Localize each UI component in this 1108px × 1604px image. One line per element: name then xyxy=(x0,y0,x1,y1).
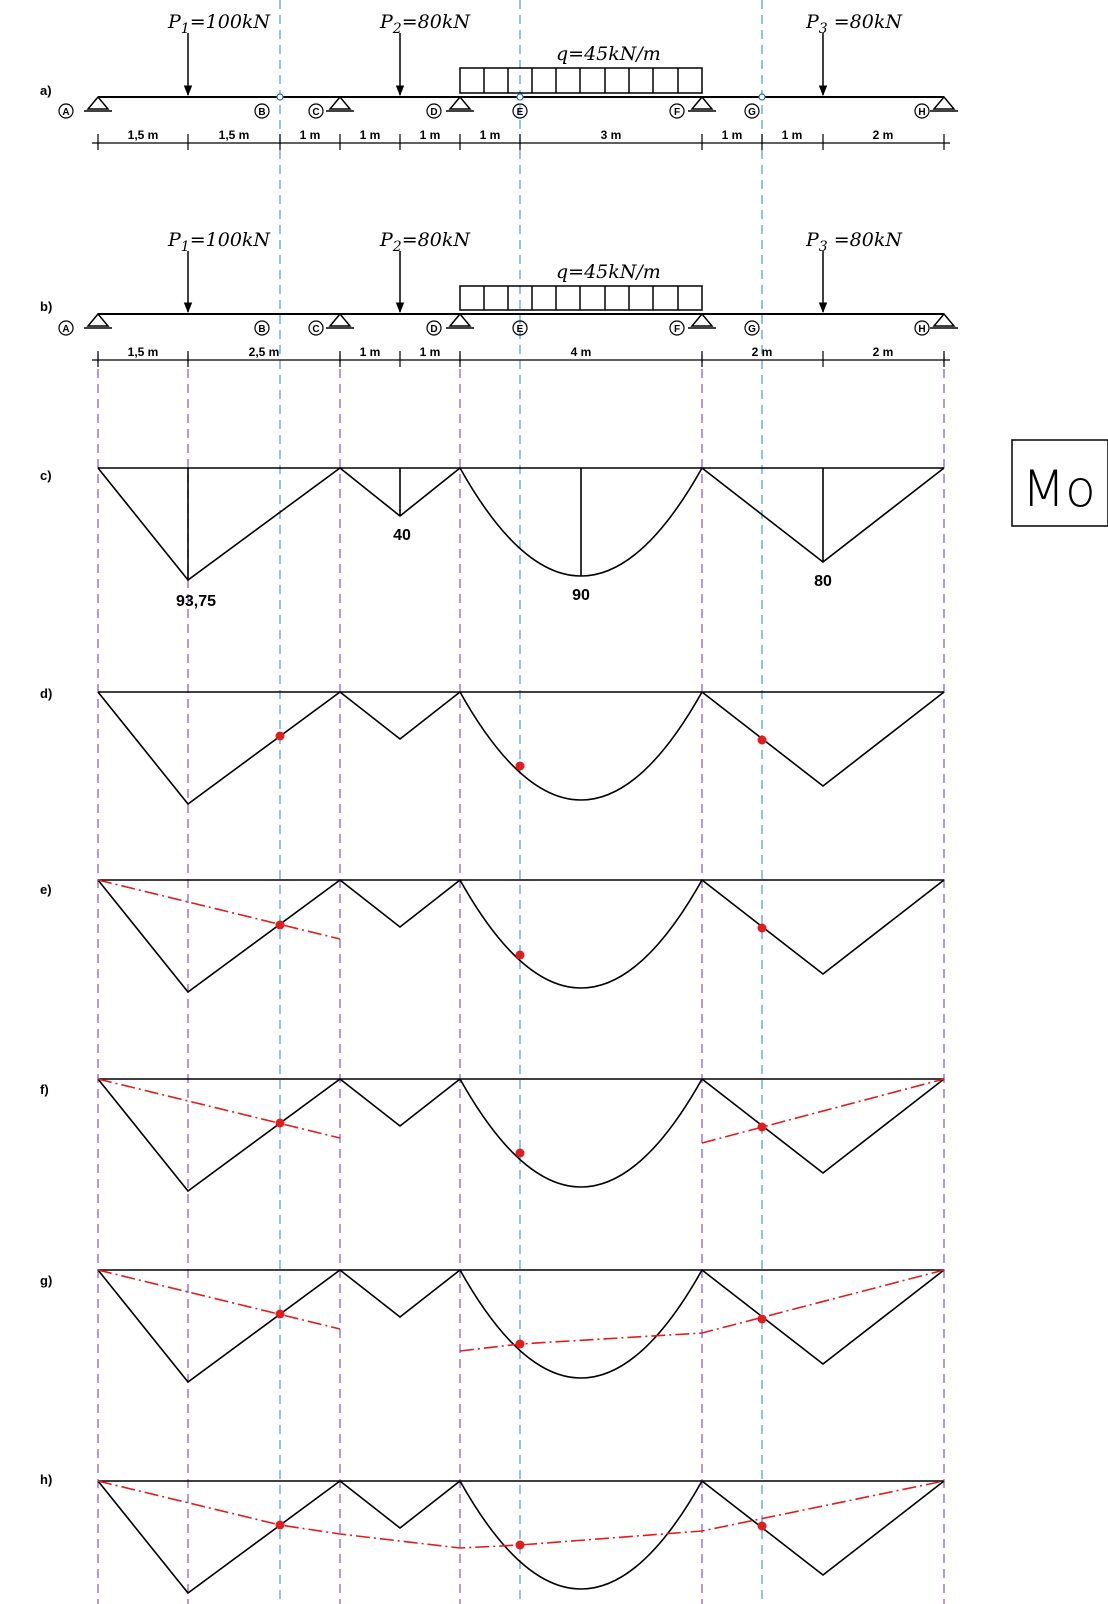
row-label-g: g) xyxy=(40,1273,52,1288)
row-label-a: a) xyxy=(40,83,52,98)
hinge-point-marker xyxy=(275,1520,285,1530)
beam-a-dim-label: 1,5 m xyxy=(128,128,159,142)
row-labels: a) b) c) d) e) f) g) h) xyxy=(40,83,52,1487)
beam-a-node-label: A xyxy=(62,107,69,118)
hinge-point-marker xyxy=(757,1314,767,1324)
hinge-point-marker xyxy=(515,1540,525,1550)
beam-b-node-label: F xyxy=(674,324,680,335)
moment-value-label: 93,75 xyxy=(176,593,216,610)
hinge-point-marker xyxy=(757,923,767,933)
closing-line xyxy=(97,1269,341,1330)
beam-a-q-label: q=45kN/m xyxy=(556,43,661,65)
beam-a: P1=100kN P2=80kN P3 =80kN q=45kN/m A B C… xyxy=(58,11,958,150)
beam-a-point-loads xyxy=(183,33,828,97)
moment-diagram-c xyxy=(97,466,945,582)
hinge-point-marker xyxy=(275,1309,285,1319)
purple-guides xyxy=(97,354,945,1604)
guide-lines xyxy=(97,0,945,1604)
beam-b-dimensions xyxy=(92,351,950,367)
moment-value-label: 90 xyxy=(572,587,590,604)
beam-b-p1-label: P1=100kN xyxy=(167,229,271,255)
beam-b-node-label: E xyxy=(517,324,524,335)
row-label-b: b) xyxy=(40,299,52,314)
hinge-point-marker xyxy=(757,1122,767,1132)
beam-a-p2-label: P2=80kN xyxy=(379,11,471,37)
moment-diagram-g xyxy=(97,1268,945,1384)
beam-b-distributed-load xyxy=(459,285,703,311)
beam-a-node-label: H xyxy=(918,107,925,118)
moment-diagram-f xyxy=(97,1077,945,1193)
beam-a-dim-label: 1 m xyxy=(722,128,743,142)
beam-b-q-label: q=45kN/m xyxy=(556,261,661,283)
beam-a-dim-label: 3 m xyxy=(601,128,622,142)
row-label-f: f) xyxy=(40,1082,49,1097)
beam-b-node-label: D xyxy=(430,324,437,335)
beam-a-node-label: E xyxy=(517,107,524,118)
moment-diagram-e xyxy=(97,878,945,994)
beam-b: P1=100kN P2=80kN P3 =80kN q=45kN/m A B C… xyxy=(58,229,958,367)
closing-line xyxy=(459,1269,945,1352)
beam-a-supports xyxy=(84,95,958,112)
hinge-point-marker xyxy=(275,1118,285,1128)
beam-a-node-label: B xyxy=(258,107,265,118)
beam-a-node-label: D xyxy=(430,107,437,118)
beam-a-dimensions xyxy=(92,134,950,150)
beam-a-node-label: F xyxy=(674,107,680,118)
hinge-point-marker xyxy=(275,731,285,741)
beam-b-dim-label: 2,5 m xyxy=(249,345,280,359)
beam-b-dim-label: 1,5 m xyxy=(128,345,159,359)
beam-b-dim-label: 2 m xyxy=(873,345,894,359)
moment-value-label: 80 xyxy=(814,573,832,590)
moment-diagram-h xyxy=(97,1479,945,1595)
closing-line xyxy=(97,1480,945,1549)
hinge-point-marker xyxy=(275,920,285,930)
beam-a-node-label: C xyxy=(312,107,319,118)
beam-b-supports xyxy=(84,312,958,329)
moment-value-label: 40 xyxy=(393,527,411,544)
beam-a-dim-label: 1,5 m xyxy=(219,128,250,142)
beam-b-p2-label: P2=80kN xyxy=(379,229,471,255)
beam-a-p3-label: P3 =80kN xyxy=(805,11,903,37)
closing-line xyxy=(701,1078,945,1144)
beam-a-dim-label: 1 m xyxy=(782,128,803,142)
moment-diagram-d xyxy=(97,690,945,806)
blue-guides xyxy=(279,0,763,1604)
hinge-point-marker xyxy=(757,735,767,745)
closing-line xyxy=(97,1078,341,1139)
beam-a-dim-label: 1 m xyxy=(480,128,501,142)
hinge-point-marker xyxy=(515,761,525,771)
row-label-h: h) xyxy=(40,1472,52,1487)
title-box-text: Mo xyxy=(1022,460,1096,518)
beam-a-dim-label: 1 m xyxy=(420,128,441,142)
beam-a-hinges xyxy=(276,93,766,101)
hinge-point-marker xyxy=(515,950,525,960)
beam-b-dim-label: 2 m xyxy=(752,345,773,359)
beam-a-dim-label: 1 m xyxy=(300,128,321,142)
beam-b-node-label: B xyxy=(258,324,265,335)
beam-a-node-label: G xyxy=(748,107,756,118)
hinge-point-marker xyxy=(515,1339,525,1349)
beam-a-p1-label: P1=100kN xyxy=(167,11,271,37)
title-box: Mo xyxy=(1011,439,1108,527)
beam-b-p3-label: P3 =80kN xyxy=(805,229,903,255)
beam-a-dim-label: 1 m xyxy=(360,128,381,142)
beam-b-dim-label: 4 m xyxy=(571,345,592,359)
beam-b-node-label: C xyxy=(312,324,319,335)
beam-b-node-label: A xyxy=(62,324,69,335)
beam-b-dim-label: 1 m xyxy=(420,345,441,359)
hinge-point-marker xyxy=(757,1521,767,1531)
beam-a-dim-label: 2 m xyxy=(873,128,894,142)
beam-b-node-label: H xyxy=(918,324,925,335)
row-label-e: e) xyxy=(40,882,52,897)
beam-b-node-label: G xyxy=(748,324,756,335)
hinge-point-marker xyxy=(515,1148,525,1158)
row-label-d: d) xyxy=(40,686,52,701)
row-label-c: c) xyxy=(40,468,52,483)
beam-b-dim-label: 1 m xyxy=(360,345,381,359)
closing-line xyxy=(97,879,341,940)
beam-a-distributed-load xyxy=(459,67,703,94)
beam-b-point-loads xyxy=(183,251,828,314)
